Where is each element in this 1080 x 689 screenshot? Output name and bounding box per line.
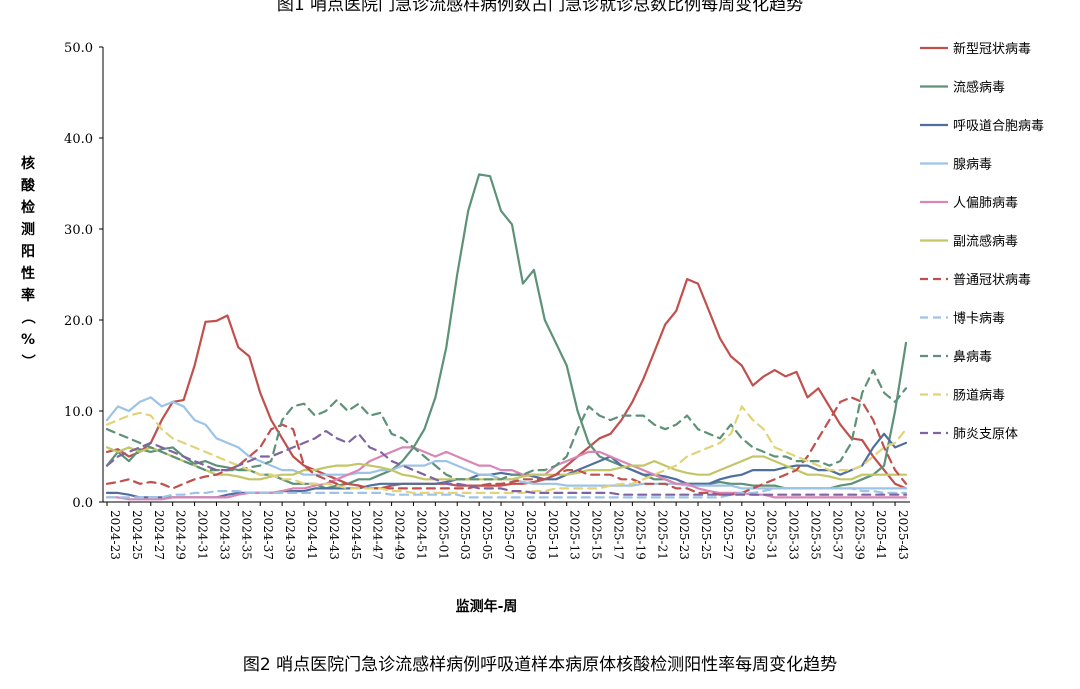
x-tick-label: 2025-37 <box>830 510 844 560</box>
x-tick-label: 2024-35 <box>239 510 253 560</box>
x-tick-label: 2025-01 <box>436 510 450 560</box>
x-tick-label: 2024-39 <box>283 510 297 560</box>
y-tick-label: 0.0 <box>72 496 93 511</box>
y-axis-title-char: 阳 <box>21 244 35 260</box>
y-tick-label: 30.0 <box>64 223 93 238</box>
x-tick-label: 2024-49 <box>393 510 407 560</box>
legend-label: 博卡病毒 <box>953 312 1005 327</box>
x-tick-label: 2025-39 <box>852 510 866 560</box>
x-tick-label: 2025-41 <box>874 510 888 560</box>
series-line-8 <box>105 487 908 499</box>
x-tick-label: 2024-23 <box>108 510 122 560</box>
x-tick-label: 2025-09 <box>524 510 538 560</box>
series-line-6 <box>105 446 908 481</box>
y-axis-title-char: 性 <box>21 265 35 282</box>
legend-label: 普通冠状病毒 <box>953 273 1031 288</box>
x-tick-label: 2024-51 <box>414 510 428 560</box>
y-axis-title-char: （ <box>19 310 35 324</box>
x-tick-label: 2025-21 <box>655 510 669 560</box>
series-line-5 <box>105 446 908 501</box>
figure-caption: 图2 哨点医院门急诊流感样病例呼吸道样本病原体核酸检测阳性率每周变化趋势 <box>242 655 838 675</box>
legend-label: 肺炎支原体 <box>953 427 1018 442</box>
x-tick-label: 2025-19 <box>633 510 647 560</box>
series-line-2 <box>105 173 908 490</box>
x-tick-label: 2025-25 <box>699 510 713 560</box>
x-tick-label: 2024-33 <box>217 510 231 560</box>
x-tick-label: 2024-45 <box>349 510 363 560</box>
y-tick-label: 40.0 <box>64 132 93 147</box>
legend-label: 流感病毒 <box>953 80 1005 96</box>
chart: 0.0 10.0 20.0 30.0 40.0 50.0 2024-23 2024-25 202… <box>19 41 1044 615</box>
legend-label: 新型冠状病毒 <box>953 41 1031 57</box>
x-tick-label: 2024-25 <box>130 510 144 560</box>
x-tick-label: 2025-13 <box>568 510 582 560</box>
x-tick-label: 2024-43 <box>327 510 341 560</box>
y-tick-label: 10.0 <box>64 405 93 420</box>
y-axis-title-char: 核 <box>21 155 35 172</box>
x-tick-label: 2025-35 <box>808 510 822 560</box>
y-tick-label: 50.0 <box>64 41 93 56</box>
legend-label: 呼吸道合胞病毒 <box>953 119 1044 134</box>
y-axis-title-char: 检 <box>21 199 35 216</box>
x-tick-label: 2025-17 <box>611 510 625 560</box>
series-line-1 <box>105 278 908 490</box>
top-title: 图1 哨点医院门急诊流感样病例数占门急诊就诊总数比例每周变化趋势 <box>276 0 804 15</box>
x-axis-title: 监测年-周 <box>456 598 518 615</box>
series-line-10 <box>105 405 908 494</box>
x-tick-label: 2025-03 <box>458 510 472 560</box>
y-axis-title-char: ） <box>19 354 35 368</box>
series-line-11 <box>105 429 908 496</box>
x-tick-label: 2025-11 <box>546 510 560 560</box>
x-tick-label: 2025-33 <box>787 510 801 560</box>
legend-label: 肠道病毒 <box>953 389 1005 404</box>
x-tick-label: 2024-27 <box>152 510 166 560</box>
x-tick-label: 2024-41 <box>305 510 319 560</box>
legend-label: 人偏肺病毒 <box>953 196 1018 211</box>
x-tick-label: 2025-23 <box>677 510 691 560</box>
y-tick-label: 20.0 <box>64 314 93 329</box>
y-axis-title-char: 测 <box>21 221 35 238</box>
x-tick-label: 2025-05 <box>480 510 494 560</box>
x-tick-label: 2025-15 <box>590 510 604 560</box>
x-tick-label: 2025-27 <box>721 510 735 560</box>
legend-label: 副流感病毒 <box>953 234 1018 250</box>
legend-label: 鼻病毒 <box>953 349 992 365</box>
x-tick-label: 2025-43 <box>896 510 910 560</box>
series-line-9 <box>105 369 908 481</box>
x-tick-label: 2024-37 <box>261 510 275 560</box>
x-tick-label: 2025-31 <box>765 510 779 560</box>
x-tick-label: 2024-31 <box>196 510 210 560</box>
y-axis-title-char: 酸 <box>21 177 36 194</box>
x-tick-label: 2025-07 <box>502 510 516 560</box>
series-line-3 <box>105 432 908 499</box>
x-tick-label: 2025-29 <box>743 510 757 560</box>
y-axis-title-char: 率 <box>21 287 35 304</box>
legend-label: 腺病毒 <box>953 158 992 173</box>
x-tick-label: 2024-47 <box>371 510 385 560</box>
y-axis-title-char: % <box>21 332 35 348</box>
x-tick-label: 2024-29 <box>174 510 188 560</box>
